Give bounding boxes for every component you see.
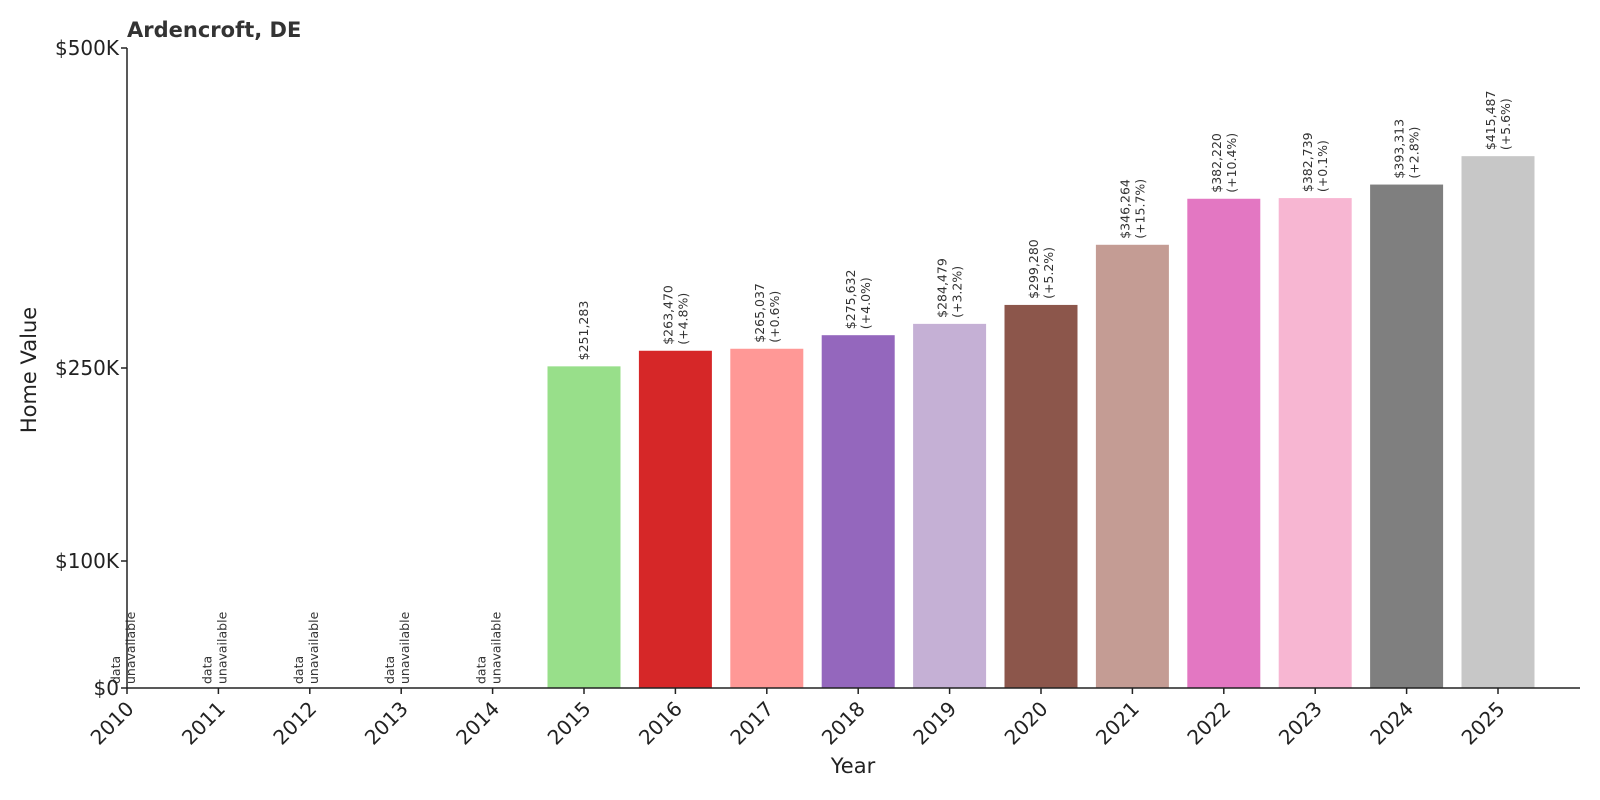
bar bbox=[638, 350, 712, 688]
unavailable-label: unavailable bbox=[123, 611, 138, 684]
x-tick-label: 2015 bbox=[543, 697, 596, 750]
unavailable-label: data bbox=[108, 656, 123, 684]
x-tick-label: 2012 bbox=[268, 697, 321, 750]
unavailable-label: data bbox=[474, 656, 489, 684]
bar bbox=[1461, 156, 1535, 688]
bar-labels-group: data unavailable data unavailable data unavai… bbox=[108, 91, 1513, 684]
bars-group bbox=[547, 156, 1535, 688]
x-tick-label: 2014 bbox=[451, 697, 504, 750]
bar-change-label: (+0.1%) bbox=[1315, 140, 1330, 192]
x-tick-label: 2016 bbox=[634, 697, 687, 750]
x-ticks-group: 2010 2011 2012 2013 2014 2015 2016 2017 2018 2019… bbox=[86, 688, 1510, 750]
bar-value-label: $382,220 bbox=[1209, 133, 1224, 193]
unavailable-label: data bbox=[382, 656, 397, 684]
bar bbox=[730, 348, 804, 688]
x-tick-label: 2018 bbox=[817, 697, 870, 750]
bar bbox=[821, 335, 895, 688]
unavailable-label: unavailable bbox=[214, 611, 229, 684]
bar-value-label: $275,632 bbox=[843, 270, 858, 330]
x-tick-label: 2019 bbox=[908, 697, 961, 750]
bar-value-label: $284,479 bbox=[935, 258, 950, 318]
chart-title: Ardencroft, DE bbox=[127, 18, 301, 42]
bar-change-label: (+4.0%) bbox=[858, 277, 873, 329]
bar-change-label: (+0.6%) bbox=[767, 291, 782, 343]
bar bbox=[1004, 304, 1078, 688]
x-tick-label: 2020 bbox=[1000, 697, 1053, 750]
bar-change-label: (+5.2%) bbox=[1041, 247, 1056, 299]
x-tick-label: 2010 bbox=[86, 697, 139, 750]
x-tick-label: 2025 bbox=[1457, 697, 1510, 750]
bar-value-label: $251,283 bbox=[576, 301, 591, 361]
unavailable-label: unavailable bbox=[397, 611, 412, 684]
bar bbox=[1370, 184, 1444, 688]
bar bbox=[913, 323, 987, 688]
bar bbox=[1095, 244, 1169, 688]
x-axis-label: Year bbox=[830, 754, 876, 778]
unavailable-label: unavailable bbox=[306, 611, 321, 684]
bar-value-label: $393,313 bbox=[1392, 119, 1407, 179]
bar bbox=[1278, 198, 1352, 688]
bar-change-label: (+2.8%) bbox=[1407, 127, 1422, 179]
y-ticks-group: $0 $100K $250K $500K bbox=[55, 36, 127, 700]
bar-value-label: $265,037 bbox=[752, 283, 767, 343]
y-tick-label: $0 bbox=[94, 676, 119, 700]
x-tick-label: 2011 bbox=[177, 697, 230, 750]
x-tick-label: 2024 bbox=[1365, 697, 1418, 750]
x-tick-label: 2017 bbox=[725, 697, 778, 750]
y-tick-label: $100K bbox=[55, 549, 120, 573]
y-tick-label: $500K bbox=[55, 36, 120, 60]
x-tick-label: 2023 bbox=[1274, 697, 1327, 750]
bar-value-label: $415,487 bbox=[1483, 91, 1498, 151]
y-tick-label: $250K bbox=[55, 356, 120, 380]
bar-change-label: (+5.6%) bbox=[1498, 98, 1513, 150]
bar-value-label: $382,739 bbox=[1300, 132, 1315, 192]
bar bbox=[1187, 198, 1261, 688]
unavailable-label: data bbox=[291, 656, 306, 684]
x-tick-label: 2013 bbox=[360, 697, 413, 750]
x-tick-label: 2021 bbox=[1091, 697, 1144, 750]
bar bbox=[547, 366, 621, 688]
bar-change-label: (+3.2%) bbox=[950, 266, 965, 318]
bar-value-label: $346,264 bbox=[1117, 179, 1132, 239]
bar-value-label: $263,470 bbox=[660, 285, 675, 345]
x-tick-label: 2022 bbox=[1182, 697, 1235, 750]
bar-change-label: (+10.4%) bbox=[1224, 133, 1239, 193]
bar-change-label: (+15.7%) bbox=[1132, 179, 1147, 239]
y-axis-label: Home Value bbox=[17, 307, 41, 433]
unavailable-label: data bbox=[199, 656, 214, 684]
bar-value-label: $299,280 bbox=[1026, 239, 1041, 299]
bar-change-label: (+4.8%) bbox=[675, 293, 690, 345]
unavailable-label: unavailable bbox=[489, 611, 504, 684]
